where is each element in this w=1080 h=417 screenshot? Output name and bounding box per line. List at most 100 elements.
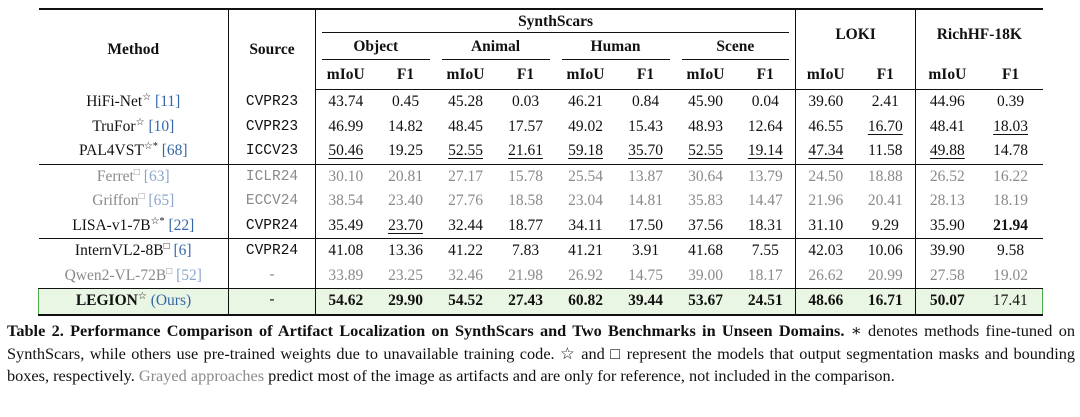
value: 15.43 <box>628 117 663 135</box>
method-ref: [10] <box>148 117 175 135</box>
source-cell: CVPR23 <box>228 89 316 115</box>
table-row: Qwen2-VL-72B□ [52] -33.89 23.25 32.46 21.98 2… <box>38 263 1043 289</box>
method-name: PAL4VST <box>78 142 144 160</box>
value: 37.56 <box>688 216 723 234</box>
value-cell: 9.29 <box>855 213 916 239</box>
value-cell: 9.58 <box>979 239 1043 264</box>
value: 39.44 <box>628 292 663 310</box>
value-cell: 16.71 <box>855 288 916 316</box>
value-cell: 48.45 <box>436 115 496 140</box>
method-name: HiFi-Net <box>86 93 143 110</box>
method-ref: [6] <box>173 242 192 260</box>
value-cell: 15.78 <box>496 164 556 189</box>
value: 10.06 <box>867 242 903 260</box>
value-cell: 45.90 <box>676 90 736 115</box>
caption-label: Table 2. <box>7 321 64 340</box>
method-ref: [68] <box>161 142 188 160</box>
caption: Table 2. Performance Comparison of Artif… <box>7 320 1075 388</box>
source-cell: ICLR24 <box>228 164 316 189</box>
value: 42.03 <box>808 242 844 260</box>
value-cell: 50.07 <box>915 288 979 316</box>
value: 21.98 <box>508 266 543 284</box>
value: 46.99 <box>328 117 364 135</box>
value-cell: 25.54 <box>556 164 616 189</box>
source-cell: ECCV24 <box>228 189 316 214</box>
value: 16.71 <box>867 292 903 310</box>
value-cell: 15.43 <box>616 115 676 140</box>
value: 9.29 <box>871 216 899 234</box>
caption-title: Performance Comparison of Artifact Local… <box>70 321 845 340</box>
value-cell: 54.52 <box>435 288 496 316</box>
method-ref: [52] <box>176 266 202 284</box>
value: 14.47 <box>747 192 783 210</box>
value-cell: 20.81 <box>376 164 436 189</box>
value-cell: 52.55 <box>675 139 736 165</box>
method-cell: LISA-v1-7B☆* [22] <box>38 213 229 239</box>
value: 52.55 <box>688 142 723 160</box>
value: 35.83 <box>688 192 723 210</box>
value: 14.78 <box>993 142 1029 160</box>
table-row: HiFi-Net☆ [11] CVPR23 43.74 0.45 45.28 0.03 46… <box>39 89 1043 115</box>
value: 13.87 <box>628 167 663 185</box>
value-cell: 14.82 <box>376 115 436 140</box>
method-cell: PAL4VST☆* [68] <box>38 139 229 165</box>
header-cell: mIoU <box>435 60 496 90</box>
value: 54.52 <box>448 292 483 310</box>
header-cell: F1 <box>978 60 1043 90</box>
method-cell: LEGION☆ (Ours) <box>38 288 229 316</box>
method-name: Qwen2-VL-72B <box>64 266 167 284</box>
header-cell: mIoU <box>675 60 736 90</box>
value: 35.90 <box>929 216 965 234</box>
value: 0.84 <box>631 93 660 111</box>
value-cell: 14.78 <box>978 139 1043 165</box>
value: 52.55 <box>448 142 483 160</box>
header-cell: LOKI <box>795 8 916 60</box>
value-cell: 23.70 <box>375 213 436 239</box>
method-ref: [65] <box>148 192 175 210</box>
value: 25.54 <box>568 167 603 185</box>
value-cell: 14.81 <box>616 189 676 214</box>
value-cell: 17.41 <box>978 288 1044 316</box>
method-mark: □ <box>166 265 173 277</box>
table-header: Method Source SynthScars LOKI RichHF-18K Obje… <box>38 8 1043 90</box>
value: 48.45 <box>448 117 483 135</box>
value: 48.41 <box>929 117 965 135</box>
caption-body: ∗ denotes methods fine-tuned on SynthSca… <box>7 321 1075 385</box>
header-cell: mIoU <box>915 60 979 90</box>
value: 19.25 <box>388 142 423 160</box>
value: 35.70 <box>628 142 663 160</box>
value: 9.58 <box>997 242 1025 260</box>
value: 48.66 <box>808 292 844 310</box>
value: 54.62 <box>328 292 364 310</box>
header-cell: F1 <box>855 60 916 90</box>
value: 12.64 <box>747 117 783 135</box>
value-cell: 35.83 <box>676 189 736 214</box>
value-cell: 21.61 <box>495 139 556 165</box>
value: 41.21 <box>568 242 603 260</box>
caption-gray: Grayed approaches <box>138 366 265 385</box>
value: 2.41 <box>871 93 899 111</box>
value: 38.54 <box>328 192 364 210</box>
value: 47.34 <box>808 142 844 160</box>
value-cell: 13.87 <box>616 164 676 189</box>
value-cell: 18.88 <box>856 164 916 189</box>
value: 17.57 <box>508 117 543 135</box>
value-cell: 49.88 <box>915 139 979 165</box>
value: 39.00 <box>688 266 723 284</box>
value: 18.03 <box>993 117 1029 135</box>
value-cell: 27.43 <box>495 288 556 316</box>
value: 23.70 <box>388 216 423 234</box>
table-row: TruFor☆ [10] CVPR23 46.99 14.82 48.45 17.57 49… <box>39 114 1043 140</box>
value-cell: 41.22 <box>436 239 496 264</box>
value: 41.68 <box>688 242 723 260</box>
method-cell: TruFor☆ [10] <box>39 115 229 140</box>
value: 0.39 <box>997 93 1025 111</box>
header-cell: Human <box>555 33 676 60</box>
value: 18.17 <box>747 266 783 284</box>
method-mark: ☆ <box>137 291 147 303</box>
table-row: PAL4VST☆* [68] ICCV23 50.46 19.25 52.55 21.61… <box>38 139 1043 165</box>
value: 17.50 <box>628 216 663 234</box>
header-cell: Scene <box>675 33 796 60</box>
value: 16.70 <box>867 117 903 135</box>
header-cell: Object <box>315 33 436 60</box>
